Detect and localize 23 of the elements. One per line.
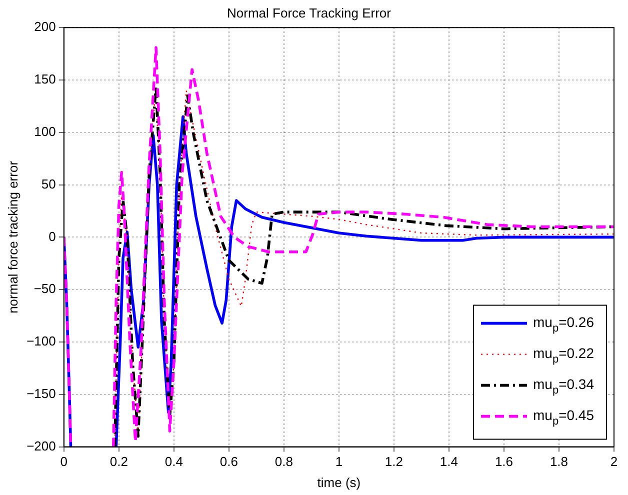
y-axis-title: normal force tracking error [5, 160, 20, 314]
y-tick-label: −150 [26, 386, 56, 401]
x-tick-label: 0 [60, 454, 68, 470]
y-tick-label: 0 [48, 228, 56, 244]
x-tick-label: 0.8 [274, 454, 293, 470]
x-tick-label: 1 [335, 454, 343, 470]
y-tick-label: 100 [34, 124, 56, 139]
y-tick-label: 150 [34, 72, 56, 87]
x-tick-label: 0.2 [110, 454, 128, 470]
chart-title: Normal Force Tracking Error [227, 5, 392, 20]
x-tick-label: 0.6 [220, 454, 238, 470]
y-tick-label: 200 [34, 19, 56, 34]
y-tick-label: −100 [26, 334, 56, 349]
y-tick-label: −200 [26, 438, 56, 454]
x-tick-label: 1.4 [440, 454, 458, 470]
y-tick-label: 50 [41, 176, 56, 192]
x-tick-label: 1.2 [384, 454, 403, 470]
x-axis-title: time (s) [317, 474, 361, 490]
x-tick-label: 0.4 [164, 454, 183, 470]
y-tick-label: −50 [34, 281, 56, 296]
x-tick-label: 1.6 [494, 454, 514, 470]
x-tick-label: 1.8 [550, 454, 568, 470]
x-tick-label: 2 [610, 454, 618, 470]
